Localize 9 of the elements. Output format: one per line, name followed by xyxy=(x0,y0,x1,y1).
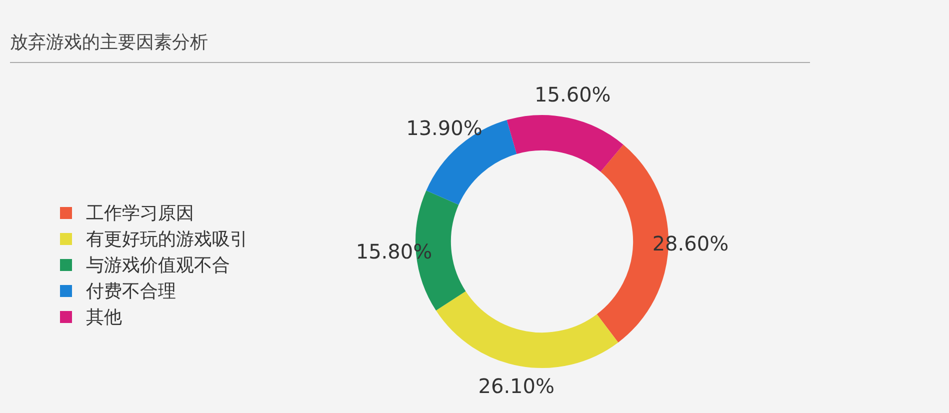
legend-label: 付费不合理 xyxy=(86,280,176,303)
chart-title: 放弃游戏的主要因素分析 xyxy=(10,30,810,63)
legend-label: 其他 xyxy=(86,306,122,329)
legend-label: 有更好玩的游戏吸引 xyxy=(86,228,248,251)
legend-label: 与游戏价值观不合 xyxy=(86,254,230,277)
data-label: 26.10% xyxy=(478,374,554,398)
legend-label: 工作学习原因 xyxy=(86,202,194,225)
data-label: 15.60% xyxy=(534,82,611,106)
data-label: 13.90% xyxy=(406,116,482,140)
